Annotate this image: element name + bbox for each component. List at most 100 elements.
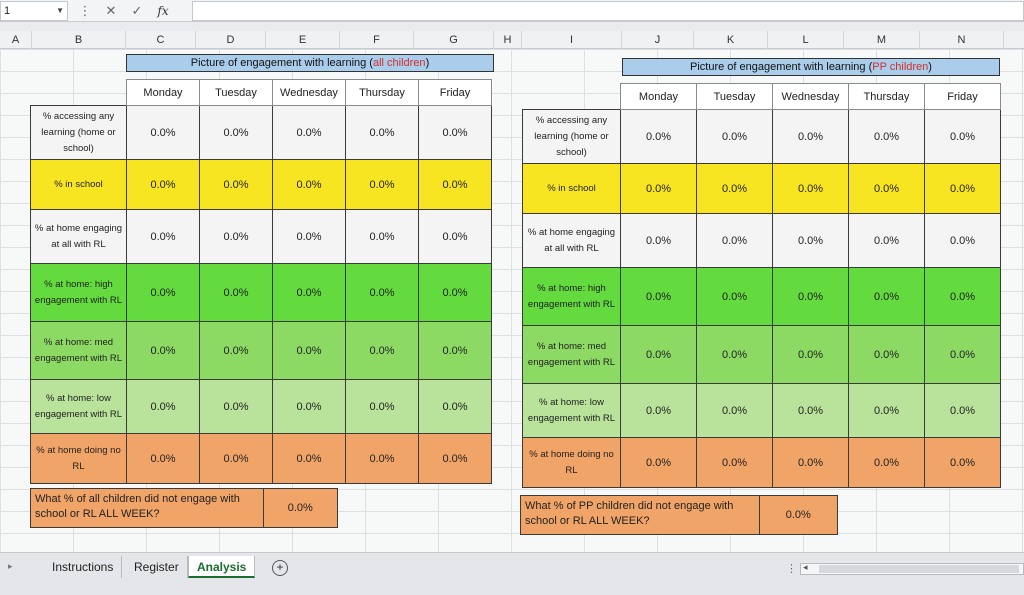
value-cell[interactable]: 0.0%	[199, 321, 273, 380]
column-header-k[interactable]: K	[694, 31, 768, 49]
tab-instructions[interactable]: Instructions	[44, 556, 123, 578]
value-cell[interactable]: 0.0%	[418, 263, 492, 322]
value-cell[interactable]: 0.0%	[848, 325, 925, 384]
row-label[interactable]: % in school	[522, 163, 621, 214]
left-table-title[interactable]: Picture of engagement with learning (all…	[126, 54, 494, 72]
value-cell[interactable]: 0.0%	[772, 325, 849, 384]
row-label[interactable]: % in school	[30, 159, 127, 210]
value-cell[interactable]: 0.0%	[772, 109, 849, 164]
value-cell[interactable]: 0.0%	[418, 159, 492, 210]
value-cell[interactable]: 0.0%	[848, 109, 925, 164]
row-label[interactable]: % at home: med engagement with RL	[522, 325, 621, 384]
value-cell[interactable]: 0.0%	[772, 437, 849, 488]
value-cell[interactable]: 0.0%	[696, 383, 773, 438]
column-header-n[interactable]: N	[920, 31, 1004, 49]
value-cell[interactable]: 0.0%	[345, 263, 419, 322]
column-header-b[interactable]: B	[32, 31, 126, 49]
scroll-split-icon[interactable]: ⋮	[786, 563, 797, 575]
value-cell[interactable]: 0.0%	[620, 163, 697, 214]
value-cell[interactable]: 0.0%	[418, 379, 492, 434]
value-cell[interactable]: 0.0%	[126, 263, 200, 322]
row-label[interactable]: % accessing any learning (home or school…	[30, 105, 127, 160]
value-cell[interactable]: 0.0%	[199, 105, 273, 160]
row-label[interactable]: % at home doing no RL	[30, 433, 127, 484]
column-header-c[interactable]: C	[126, 31, 196, 49]
worksheet[interactable]: Picture of engagement with learning (all…	[0, 49, 1024, 552]
value-cell[interactable]: 0.0%	[126, 321, 200, 380]
value-cell[interactable]: 0.0%	[772, 213, 849, 268]
value-cell[interactable]: 0.0%	[345, 209, 419, 264]
enter-icon[interactable]: ✓	[131, 3, 143, 18]
day-header-wednesday[interactable]: Wednesday	[272, 79, 346, 106]
column-header-m[interactable]: M	[844, 31, 920, 49]
row-label[interactable]: % at home: high engagement with RL	[522, 267, 621, 326]
value-cell[interactable]: 0.0%	[272, 105, 346, 160]
add-sheet-icon[interactable]: +	[272, 560, 288, 576]
row-label[interactable]: % at home: high engagement with RL	[30, 263, 127, 322]
cancel-icon[interactable]: ✕	[105, 3, 117, 18]
right-table-title[interactable]: Picture of engagement with learning (PP …	[622, 58, 1000, 76]
column-header-j[interactable]: J	[622, 31, 694, 49]
day-header-thursday[interactable]: Thursday	[848, 83, 925, 110]
value-cell[interactable]: 0.0%	[620, 325, 697, 384]
value-cell[interactable]: 0.0%	[924, 213, 1001, 268]
value-cell[interactable]: 0.0%	[848, 213, 925, 268]
left-question-text[interactable]: What % of all children did not engage wi…	[31, 489, 264, 527]
value-cell[interactable]: 0.0%	[199, 433, 273, 484]
scroll-left-icon[interactable]: ◂	[803, 562, 808, 572]
value-cell[interactable]: 0.0%	[772, 163, 849, 214]
value-cell[interactable]: 0.0%	[199, 159, 273, 210]
value-cell[interactable]: 0.0%	[924, 109, 1001, 164]
value-cell[interactable]: 0.0%	[848, 163, 925, 214]
value-cell[interactable]: 0.0%	[924, 163, 1001, 214]
value-cell[interactable]: 0.0%	[272, 209, 346, 264]
value-cell[interactable]: 0.0%	[620, 267, 697, 326]
day-header-friday[interactable]: Friday	[418, 79, 492, 106]
value-cell[interactable]: 0.0%	[126, 209, 200, 264]
value-cell[interactable]: 0.0%	[696, 325, 773, 384]
row-label[interactable]: % at home engaging at all with RL	[522, 213, 621, 268]
value-cell[interactable]: 0.0%	[272, 433, 346, 484]
sheet-nav-arrow-icon[interactable]: ▸	[8, 561, 13, 571]
column-header-e[interactable]: E	[266, 31, 340, 49]
value-cell[interactable]: 0.0%	[199, 209, 273, 264]
left-question-answer[interactable]: 0.0%	[287, 502, 313, 514]
row-label[interactable]: % at home: low engagement with RL	[30, 379, 127, 434]
tab-register[interactable]: Register	[126, 556, 188, 578]
column-header-d[interactable]: D	[196, 31, 266, 49]
column-header-a[interactable]: A	[0, 31, 32, 49]
value-cell[interactable]: 0.0%	[924, 383, 1001, 438]
formula-input[interactable]	[192, 1, 1024, 21]
value-cell[interactable]: 0.0%	[848, 267, 925, 326]
name-box[interactable]: 1 ▼	[0, 1, 68, 21]
column-header-g[interactable]: G	[414, 31, 494, 49]
value-cell[interactable]: 0.0%	[848, 437, 925, 488]
value-cell[interactable]: 0.0%	[696, 437, 773, 488]
row-label[interactable]: % accessing any learning (home or school…	[522, 109, 621, 164]
day-header-tuesday[interactable]: Tuesday	[199, 79, 273, 106]
right-question-answer[interactable]: 0.0%	[785, 509, 811, 521]
chevron-down-icon[interactable]: ▼	[56, 6, 64, 15]
day-header-thursday[interactable]: Thursday	[345, 79, 419, 106]
column-header-f[interactable]: F	[340, 31, 414, 49]
value-cell[interactable]: 0.0%	[272, 263, 346, 322]
right-question-text[interactable]: What % of PP children did not engage wit…	[521, 496, 760, 534]
value-cell[interactable]: 0.0%	[126, 433, 200, 484]
row-label[interactable]: % at home: low engagement with RL	[522, 383, 621, 438]
value-cell[interactable]: 0.0%	[696, 109, 773, 164]
value-cell[interactable]: 0.0%	[418, 209, 492, 264]
value-cell[interactable]: 0.0%	[345, 321, 419, 380]
value-cell[interactable]: 0.0%	[924, 437, 1001, 488]
row-label[interactable]: % at home: med engagement with RL	[30, 321, 127, 380]
value-cell[interactable]: 0.0%	[772, 383, 849, 438]
column-header-l[interactable]: L	[768, 31, 844, 49]
day-header-wednesday[interactable]: Wednesday	[772, 83, 849, 110]
value-cell[interactable]: 0.0%	[126, 379, 200, 434]
value-cell[interactable]: 0.0%	[418, 321, 492, 380]
value-cell[interactable]: 0.0%	[345, 379, 419, 434]
row-label[interactable]: % at home doing no RL	[522, 437, 621, 488]
horizontal-scrollbar[interactable]: ◂	[800, 562, 1024, 575]
tab-analysis[interactable]: Analysis	[188, 556, 256, 578]
value-cell[interactable]: 0.0%	[345, 433, 419, 484]
day-header-monday[interactable]: Monday	[126, 79, 200, 106]
